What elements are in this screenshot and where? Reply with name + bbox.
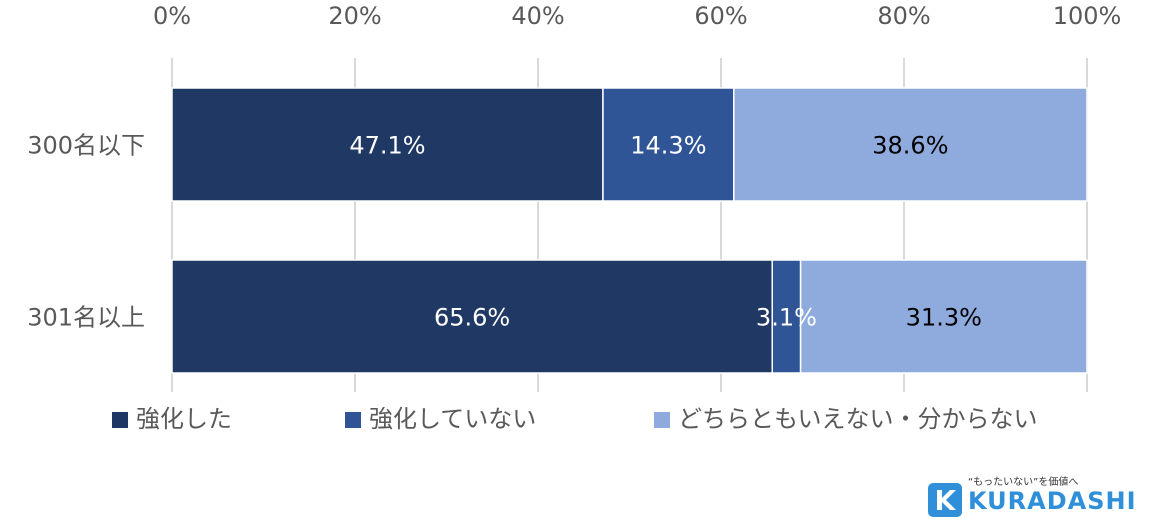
bar-segment bbox=[771, 259, 802, 374]
legend-label: 強化していない bbox=[369, 405, 536, 433]
x-tick-label: 40% bbox=[511, 2, 564, 30]
x-tick-label: 20% bbox=[328, 2, 381, 30]
legend-swatch bbox=[654, 412, 670, 428]
data-label: 38.6% bbox=[872, 132, 948, 160]
bar-segment bbox=[171, 259, 773, 374]
x-tick-label: 80% bbox=[877, 2, 930, 30]
logo-wordmark: KURADASHI bbox=[968, 487, 1137, 515]
data-label: 31.3% bbox=[906, 304, 982, 332]
legend-swatch bbox=[112, 412, 128, 428]
x-tick-label: 100% bbox=[1053, 2, 1122, 30]
bar-segment bbox=[799, 259, 1088, 374]
data-labels: 47.1% 14.3% 38.6% 65.6% 3.1% 31.3% bbox=[349, 132, 982, 332]
legend-swatch bbox=[345, 412, 361, 428]
x-axis-ticks: 0% 20% 40% 60% 80% 100% bbox=[153, 2, 1121, 30]
legend-label: どちらともいえない・分からない bbox=[678, 405, 1038, 433]
category-labels: 300名以下 301名以上 bbox=[27, 132, 145, 332]
bar-segment bbox=[171, 87, 604, 202]
x-tick-label: 60% bbox=[694, 2, 747, 30]
bars bbox=[171, 87, 1088, 374]
bar-segment bbox=[733, 87, 1088, 202]
data-label: 14.3% bbox=[630, 132, 706, 160]
category-label: 301名以上 bbox=[27, 304, 145, 332]
legend-item: 強化した bbox=[112, 405, 232, 433]
x-tick-label: 0% bbox=[153, 2, 191, 30]
legend-item: 強化していない bbox=[345, 405, 536, 433]
data-label: 65.6% bbox=[434, 304, 510, 332]
data-label: 47.1% bbox=[349, 132, 425, 160]
kuradashi-logo: “もったいない”を価値へ KURADASHI bbox=[928, 471, 1136, 521]
legend-item: どちらともいえない・分からない bbox=[654, 405, 1038, 433]
legend: 強化した 強化していない どちらともいえない・分からない bbox=[112, 405, 1038, 433]
kuradashi-mark-icon bbox=[928, 483, 962, 517]
legend-label: 強化した bbox=[136, 405, 232, 433]
category-label: 300名以下 bbox=[27, 132, 145, 160]
data-label: 3.1% bbox=[756, 304, 817, 332]
logo-tagline: “もったいない”を価値へ bbox=[968, 477, 1079, 488]
